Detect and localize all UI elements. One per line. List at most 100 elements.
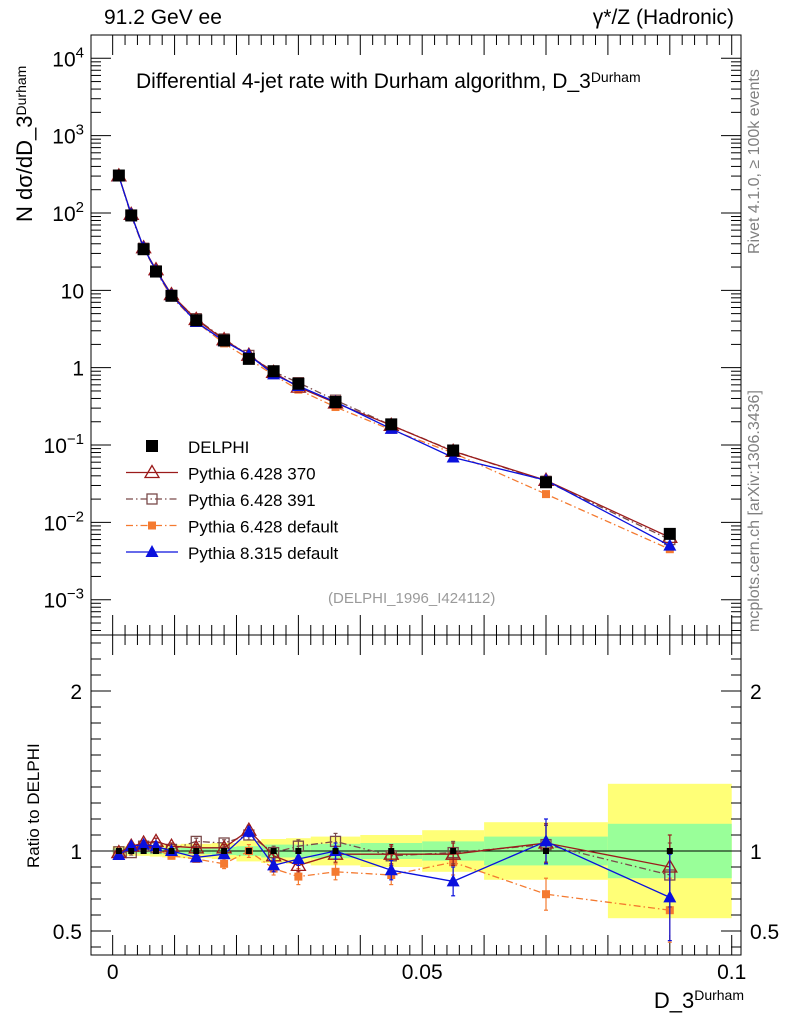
legend: DELPHI Pythia 6.428 370 Pythia 6.428 391 Py…: [126, 438, 339, 563]
ratio-point-p8_def: [446, 874, 460, 887]
ratio-point-delphi: [193, 848, 200, 854]
rivet-label: Rivet 4.1.0, ≥ 100k events: [746, 69, 763, 254]
ratio-point-delphi: [332, 848, 339, 854]
ratio-y-tick-label-right: 2: [750, 681, 762, 704]
main-point-delphi: [447, 444, 460, 457]
mcplots-label: mcplots.cern.ch [arXiv:1306.3436]: [746, 390, 763, 632]
y-tick-label: 10−1: [44, 431, 84, 458]
ratio-y-tick-label-left: 1: [70, 841, 82, 864]
main-point-p8_def: [663, 538, 677, 551]
y-tick-base: 10: [44, 435, 67, 458]
main-point-delphi: [137, 243, 150, 256]
legend-marker-p6_def: [148, 521, 156, 530]
ratio-point-p6_def: [220, 859, 229, 868]
y-tick-label: 102: [52, 199, 84, 226]
ratio-series-delphi: [115, 848, 673, 854]
legend-marker-delphi: [146, 440, 158, 452]
y-tick-exponent: 2: [76, 199, 84, 216]
ratio-point-p6_370: [383, 845, 400, 860]
y-tick-label: 103: [52, 122, 84, 149]
x-axis: 0 0.05 0.1: [107, 35, 746, 984]
main-title-text: Differential 4-jet rate with Durham algo…: [136, 70, 591, 93]
ratio-point-p8_def: [149, 839, 163, 852]
main-point-delphi: [190, 314, 203, 327]
main-series-line-p6_def: [118, 175, 671, 550]
ratio-point-p8_def: [384, 863, 398, 876]
main-series-p6_370: [110, 167, 678, 544]
x-axis-title-sup: Durham: [694, 987, 744, 1003]
ratio-y-axis: 0.5 0.5 1 1 2 2: [53, 642, 779, 948]
ratio-point-p8_def: [663, 890, 677, 903]
y-tick-label: 10−3: [44, 586, 84, 613]
x-axis-title: D_3Durham: [653, 987, 744, 1014]
y-tick-base: 10: [52, 48, 75, 71]
ratio-point-delphi: [221, 848, 228, 854]
ratio-point-p6_def: [294, 872, 303, 881]
ratio-point-delphi: [270, 848, 277, 854]
y-tick-base: 10: [44, 512, 67, 535]
header-right: γ*/Z (Hadronic): [592, 6, 734, 29]
ratio-point-p8_def: [124, 839, 138, 852]
ratio-point-p8_def: [189, 850, 203, 863]
ratio-point-delphi: [128, 848, 135, 854]
ratio-point-delphi: [115, 848, 122, 854]
y-tick-exponent: 4: [76, 44, 84, 61]
ratio-point-delphi: [666, 848, 673, 854]
main-point-p6_def: [542, 490, 550, 499]
main-point-delphi: [150, 265, 162, 278]
ratio-point-p8_def: [291, 852, 305, 864]
y-tick-exponent: −3: [67, 586, 84, 603]
legend-label-delphi: DELPHI: [188, 438, 249, 457]
y-axis-title-main-sup: Durham: [13, 65, 29, 116]
main-point-delphi: [329, 396, 342, 409]
y-tick-label: 10−2: [44, 508, 84, 535]
ratio-point-p8_def: [539, 834, 553, 847]
ratio-y-tick-label-left: 2: [70, 681, 82, 704]
main-point-delphi: [165, 289, 178, 302]
analysis-tag: (DELPHI_1996_I424112): [328, 590, 496, 607]
ratio-point-delphi: [295, 848, 302, 854]
legend-label-p6_370: Pythia 6.428 370: [188, 465, 316, 484]
ratio-point-p8_def: [267, 858, 281, 871]
x-axis-title-text: D_3: [653, 988, 695, 1013]
x-tick-label: 0: [107, 961, 119, 984]
y-axis-title-ratio: Ratio to DELPHI: [24, 743, 43, 868]
y-tick-base: 10: [44, 590, 67, 613]
main-point-delphi: [540, 476, 552, 489]
ratio-point-delphi: [388, 848, 395, 854]
main-point-p8_def: [446, 450, 460, 463]
y-tick-base: 10: [52, 126, 75, 149]
ratio-point-delphi: [245, 848, 252, 854]
ratio-point-delphi: [543, 848, 549, 854]
y-tick-base: 10: [52, 203, 75, 226]
main-point-delphi: [112, 169, 125, 182]
y-tick-exponent: 3: [76, 122, 84, 139]
main-point-delphi: [385, 418, 398, 431]
main-point-delphi: [242, 352, 255, 365]
main-point-delphi: [267, 365, 280, 378]
main-point-delphi: [218, 334, 231, 347]
ratio-frame: [90, 634, 742, 956]
header-left: 91.2 GeV ee: [104, 6, 222, 29]
ratio-point-p6_370: [445, 845, 462, 860]
y-tick-base: 1: [72, 358, 84, 381]
y-tick-label: 104: [52, 44, 84, 71]
ratio-y-tick-label-right: 0.5: [750, 921, 779, 944]
y-axis-title-main: N dσ/dD_3Durham: [12, 66, 38, 222]
ratio-point-delphi: [168, 848, 175, 854]
ratio-point-p8_def: [242, 824, 256, 837]
legend-label-p6_391: Pythia 6.428 391: [188, 491, 316, 510]
ratio-point-delphi: [450, 848, 457, 854]
y-tick-label: 1: [72, 358, 84, 381]
main-point-delphi: [663, 527, 676, 540]
ratio-point-p8_def: [137, 837, 151, 850]
x-tick-label: 0.1: [717, 961, 746, 984]
ratio-point-p6_370: [290, 857, 307, 872]
legend-marker-p6_391: [146, 493, 158, 505]
main-point-delphi: [125, 209, 138, 222]
main-title: Differential 4-jet rate with Durham algo…: [136, 69, 641, 94]
main-series-p6_391: [113, 170, 676, 546]
y-tick-label: 10: [61, 280, 84, 303]
legend-marker-p6_370: [143, 464, 161, 479]
